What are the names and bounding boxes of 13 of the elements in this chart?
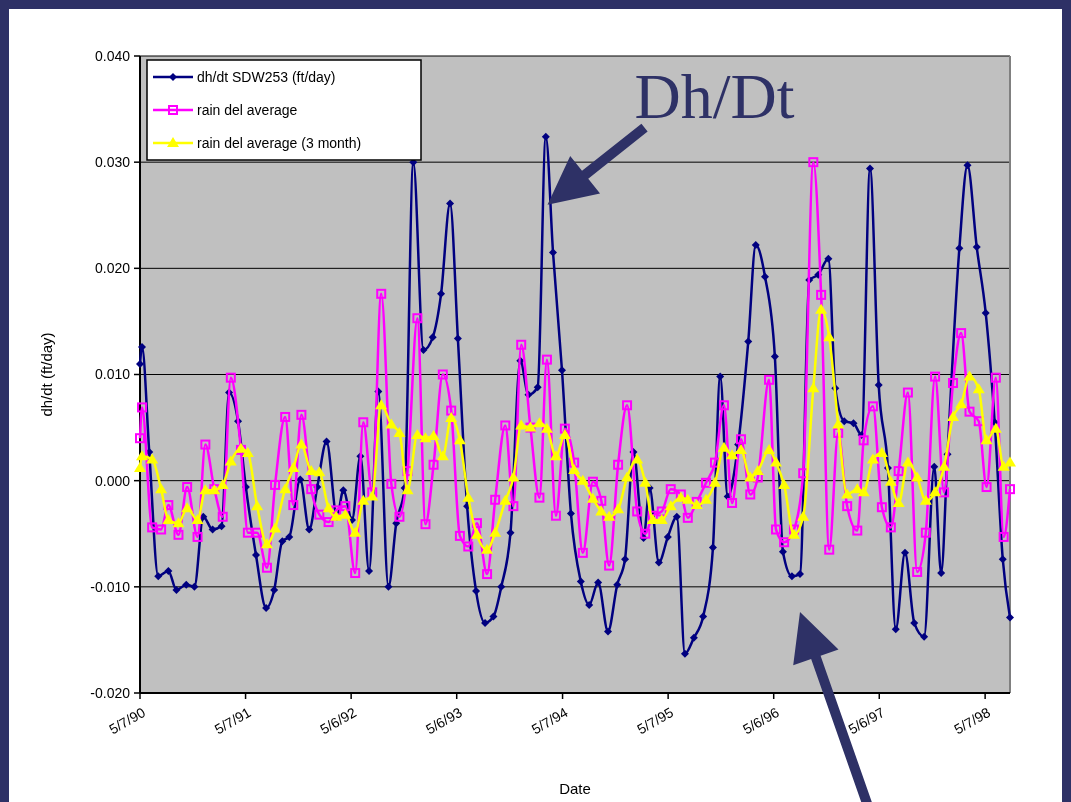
y-tick-label: 0.010	[94, 366, 131, 383]
y-tick-label: -0.010	[90, 578, 131, 595]
annotation: Dh/Dt	[634, 60, 795, 132]
y-tick-label: -0.020	[90, 684, 131, 701]
legend-label: dh/dt SDW253 (ft/day)	[197, 68, 336, 85]
y-tick-label: 0.040	[94, 47, 131, 64]
y-axis-title: dh/dt (ft/day)	[38, 332, 55, 417]
x-axis-title: Date	[559, 780, 591, 797]
legend-label: rain del average	[197, 101, 298, 118]
y-tick-label: 0.030	[94, 154, 131, 171]
y-tick-label: 0.000	[94, 472, 131, 489]
y-tick-label: 0.020	[94, 260, 131, 277]
legend-label: rain del average (3 month)	[197, 134, 362, 151]
